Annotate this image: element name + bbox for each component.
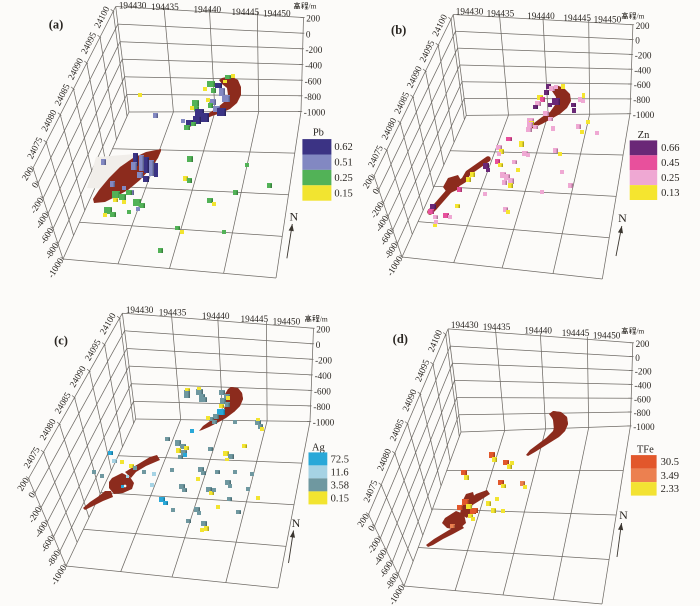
- svg-text:0.15: 0.15: [334, 188, 352, 199]
- svg-text:-400: -400: [634, 381, 651, 391]
- svg-text:-400: -400: [315, 371, 332, 381]
- svg-text:-200: -200: [315, 356, 332, 366]
- svg-text:2.33: 2.33: [661, 484, 679, 495]
- svg-text:0.25: 0.25: [334, 173, 352, 184]
- svg-text:194430: 194430: [456, 7, 484, 17]
- svg-text:194435: 194435: [151, 2, 179, 12]
- svg-text:194430: 194430: [119, 0, 147, 10]
- svg-text:-600: -600: [634, 394, 651, 404]
- svg-text:(c): (c): [54, 334, 68, 348]
- svg-text:194440: 194440: [527, 11, 555, 21]
- svg-text:/m: /m: [320, 314, 328, 323]
- svg-text:0: 0: [306, 29, 311, 39]
- svg-text:0.13: 0.13: [661, 188, 679, 199]
- svg-text:TFe: TFe: [637, 445, 654, 456]
- svg-text:-600: -600: [305, 76, 322, 86]
- svg-text:N: N: [618, 211, 627, 225]
- svg-text:Ag: Ag: [312, 442, 326, 453]
- svg-text:0.51: 0.51: [334, 158, 352, 169]
- svg-text:0: 0: [370, 186, 381, 196]
- svg-text:194445: 194445: [562, 328, 590, 338]
- svg-text:-400: -400: [634, 65, 651, 75]
- svg-text:(b): (b): [391, 23, 406, 37]
- svg-text:Zn: Zn: [638, 130, 650, 141]
- svg-text:(d): (d): [393, 332, 408, 346]
- svg-text:194435: 194435: [159, 308, 187, 318]
- svg-text:11.6: 11.6: [331, 467, 349, 478]
- svg-text:-200: -200: [635, 367, 652, 377]
- svg-text:-800: -800: [304, 92, 321, 102]
- svg-text:-200: -200: [306, 45, 323, 55]
- svg-text:/m: /m: [636, 12, 644, 21]
- svg-text:194440: 194440: [194, 5, 222, 15]
- svg-text:-800: -800: [634, 408, 651, 418]
- svg-text:194450: 194450: [593, 330, 621, 340]
- svg-text:72.5: 72.5: [331, 454, 349, 465]
- svg-text:0: 0: [366, 523, 377, 533]
- svg-text:0: 0: [635, 36, 640, 46]
- svg-text:N: N: [619, 508, 628, 522]
- svg-text:194435: 194435: [487, 9, 515, 19]
- svg-text:Pb: Pb: [313, 128, 324, 139]
- svg-text:194430: 194430: [451, 320, 479, 330]
- svg-text:194435: 194435: [483, 322, 511, 332]
- svg-text:200: 200: [316, 324, 330, 334]
- svg-text:3.58: 3.58: [331, 480, 349, 491]
- svg-text:30.5: 30.5: [661, 457, 679, 468]
- svg-text:200: 200: [306, 14, 320, 24]
- svg-text:/m: /m: [636, 327, 644, 336]
- svg-text:-200: -200: [635, 51, 652, 61]
- svg-text:-600: -600: [634, 80, 651, 90]
- svg-text:0.66: 0.66: [661, 143, 679, 154]
- svg-text:/m: /m: [309, 2, 317, 11]
- svg-text:0: 0: [316, 340, 321, 350]
- svg-text:194445: 194445: [232, 7, 260, 17]
- svg-text:0: 0: [635, 353, 640, 363]
- svg-text:194440: 194440: [524, 325, 552, 335]
- svg-text:-400: -400: [305, 61, 322, 71]
- svg-text:-600: -600: [314, 387, 331, 397]
- svg-text:N: N: [289, 210, 298, 224]
- svg-text:0.62: 0.62: [334, 142, 352, 153]
- svg-text:-1000: -1000: [313, 418, 335, 428]
- svg-text:(a): (a): [49, 18, 64, 32]
- svg-text:-1000: -1000: [304, 108, 326, 118]
- svg-text:-800: -800: [313, 402, 330, 412]
- svg-text:0.25: 0.25: [661, 173, 679, 184]
- svg-text:194440: 194440: [202, 311, 230, 321]
- svg-text:3.49: 3.49: [661, 471, 679, 482]
- svg-text:0: 0: [30, 180, 41, 190]
- svg-text:194450: 194450: [263, 9, 291, 19]
- svg-text:194445: 194445: [241, 314, 269, 324]
- svg-text:194450: 194450: [594, 15, 622, 25]
- svg-text:200: 200: [636, 21, 650, 31]
- svg-text:194445: 194445: [563, 13, 591, 23]
- svg-text:N: N: [292, 516, 301, 530]
- svg-text:-1000: -1000: [633, 422, 655, 432]
- svg-text:0: 0: [26, 490, 37, 500]
- svg-text:194450: 194450: [273, 317, 301, 327]
- svg-text:-1000: -1000: [633, 110, 655, 120]
- svg-text:200: 200: [636, 339, 650, 349]
- svg-text:-800: -800: [633, 95, 650, 105]
- svg-text:194430: 194430: [126, 305, 154, 315]
- svg-text:0.15: 0.15: [331, 493, 349, 504]
- svg-text:0.45: 0.45: [661, 158, 679, 169]
